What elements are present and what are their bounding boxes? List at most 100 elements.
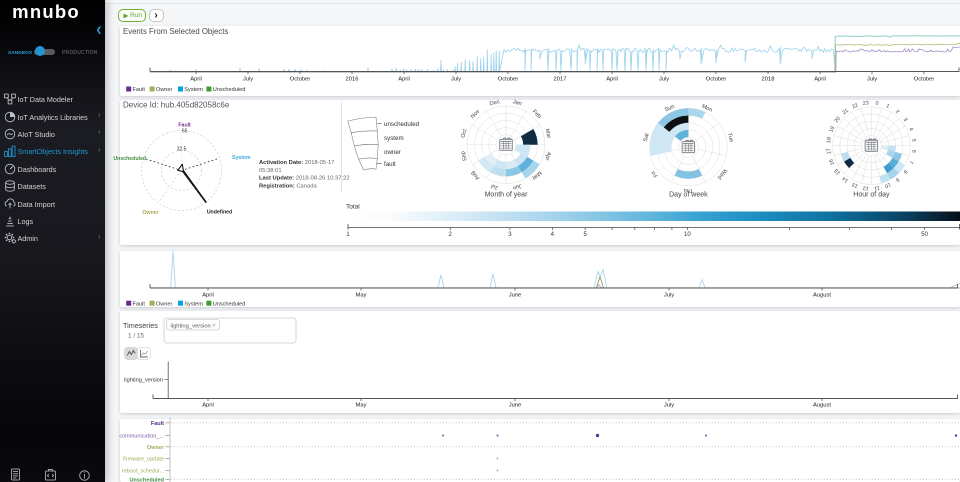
svg-text:4: 4	[907, 127, 914, 132]
svg-text:lighting_version: lighting_version	[124, 378, 163, 384]
svg-text:Fault: Fault	[133, 87, 146, 93]
svg-text:Thu: Thu	[684, 187, 694, 193]
svg-text:Owner: Owner	[147, 445, 165, 451]
svg-text:System: System	[232, 155, 251, 161]
svg-text:unscheduled: unscheduled	[384, 121, 420, 128]
svg-text:12: 12	[863, 184, 870, 191]
svg-text:9: 9	[894, 176, 900, 183]
svg-text:1: 1	[346, 232, 350, 238]
svg-text:2018: 2018	[762, 77, 775, 83]
svg-text:Mar: Mar	[543, 128, 551, 139]
svg-text:Mon: Mon	[701, 104, 713, 114]
svg-text:October: October	[290, 77, 311, 83]
svg-text:owner: owner	[384, 149, 401, 156]
svg-text:4: 4	[551, 232, 555, 238]
svg-text:Undefined: Undefined	[207, 210, 232, 216]
svg-text:15: 15	[834, 167, 842, 175]
svg-text:16: 16	[828, 158, 836, 166]
svg-text:8: 8	[902, 169, 909, 175]
svg-text:Unscheduled: Unscheduled	[113, 156, 146, 162]
svg-text:October: October	[498, 77, 519, 83]
svg-text:System: System	[184, 87, 203, 93]
svg-text:June: June	[509, 293, 522, 299]
svg-text:2017: 2017	[554, 77, 567, 83]
svg-text:April: April	[202, 403, 214, 409]
svg-text:2016: 2016	[346, 77, 359, 83]
svg-text:Events From Selected Objects: Events From Selected Objects	[123, 27, 228, 36]
svg-text:Nov: Nov	[470, 109, 481, 120]
svg-text:July: July	[664, 293, 674, 299]
svg-text:Month of year: Month of year	[485, 192, 528, 199]
svg-text:Device Id: hub.405d82058c6e: Device Id: hub.405d82058c6e	[123, 101, 230, 110]
svg-text:July: July	[664, 403, 674, 409]
svg-text:Fault: Fault	[178, 123, 191, 129]
svg-text:20: 20	[834, 116, 842, 124]
svg-text:April: April	[606, 77, 618, 83]
svg-text:Tue: Tue	[726, 132, 734, 143]
svg-text:Jan: Jan	[512, 99, 522, 107]
svg-text:June: June	[509, 403, 522, 409]
svg-text:Fri: Fri	[651, 169, 660, 178]
svg-text:Timeseries: Timeseries	[123, 321, 158, 330]
svg-text:Unscheduled: Unscheduled	[129, 477, 164, 482]
svg-text:May: May	[356, 293, 367, 299]
svg-text:6: 6	[910, 149, 916, 153]
svg-text:7: 7	[907, 159, 914, 164]
svg-text:April: April	[398, 77, 410, 83]
svg-text:Sat: Sat	[643, 132, 651, 142]
svg-text:2: 2	[449, 232, 453, 238]
svg-text:Registration: Canada: Registration: Canada	[259, 184, 317, 190]
svg-text:April: April	[190, 77, 202, 83]
svg-text:13: 13	[851, 181, 859, 189]
svg-text:3: 3	[902, 117, 909, 123]
svg-text:system: system	[384, 135, 404, 142]
svg-text:Aug: Aug	[470, 170, 481, 181]
svg-text:Unscheduled: Unscheduled	[213, 301, 246, 307]
svg-text:April: April	[814, 77, 826, 83]
svg-text:Owner: Owner	[156, 301, 173, 307]
svg-text:Last Update: 2018-08-26 10:37:: Last Update: 2018-08-26 10:37:22	[259, 176, 350, 182]
svg-text:Oct: Oct	[460, 128, 468, 138]
svg-text:July: July	[451, 77, 461, 83]
svg-text:50: 50	[921, 232, 928, 238]
svg-text:19: 19	[828, 126, 836, 134]
svg-text:×: ×	[212, 323, 216, 330]
svg-text:2: 2	[894, 109, 900, 116]
svg-text:Owner: Owner	[156, 87, 173, 93]
svg-text:1 / 15: 1 / 15	[128, 333, 144, 340]
svg-text:0: 0	[875, 101, 879, 107]
svg-text:Hour of day: Hour of day	[853, 192, 890, 199]
svg-text:August: August	[813, 403, 831, 409]
svg-text:Fault: Fault	[133, 301, 146, 307]
svg-text:05:38:01: 05:38:01	[259, 168, 282, 174]
svg-text:Apr: Apr	[543, 151, 551, 161]
svg-text:August: August	[813, 293, 831, 299]
svg-text:April: April	[202, 293, 214, 299]
svg-text:1: 1	[885, 103, 890, 110]
svg-text:Owner: Owner	[143, 210, 159, 216]
svg-text:23: 23	[863, 100, 870, 107]
svg-text:Day of week: Day of week	[669, 192, 708, 199]
svg-text:Sun: Sun	[664, 104, 676, 114]
svg-text:July: July	[659, 77, 669, 83]
svg-text:14: 14	[841, 175, 849, 183]
svg-text:32.5: 32.5	[177, 147, 187, 153]
svg-text:May: May	[530, 169, 542, 181]
svg-text:Total: Total	[346, 204, 360, 211]
svg-text:fault: fault	[384, 161, 396, 168]
svg-text:Feb: Feb	[531, 109, 542, 120]
svg-text:18: 18	[826, 137, 833, 144]
svg-text:October: October	[914, 77, 935, 83]
svg-text:Jun: Jun	[512, 182, 522, 190]
svg-text:Activation Date: 2018-05-17: Activation Date: 2018-05-17	[259, 160, 334, 166]
svg-text:Unscheduled: Unscheduled	[213, 87, 246, 93]
svg-text:22: 22	[851, 103, 859, 111]
svg-text:firmware_update: firmware_update	[123, 457, 164, 463]
svg-text:July: July	[867, 77, 877, 83]
svg-text:3: 3	[508, 232, 512, 238]
svg-text:10: 10	[884, 181, 892, 189]
svg-text:Sep: Sep	[460, 150, 468, 161]
svg-text:Jul: Jul	[491, 183, 499, 191]
svg-text:July: July	[243, 77, 253, 83]
svg-text:5: 5	[584, 232, 588, 238]
